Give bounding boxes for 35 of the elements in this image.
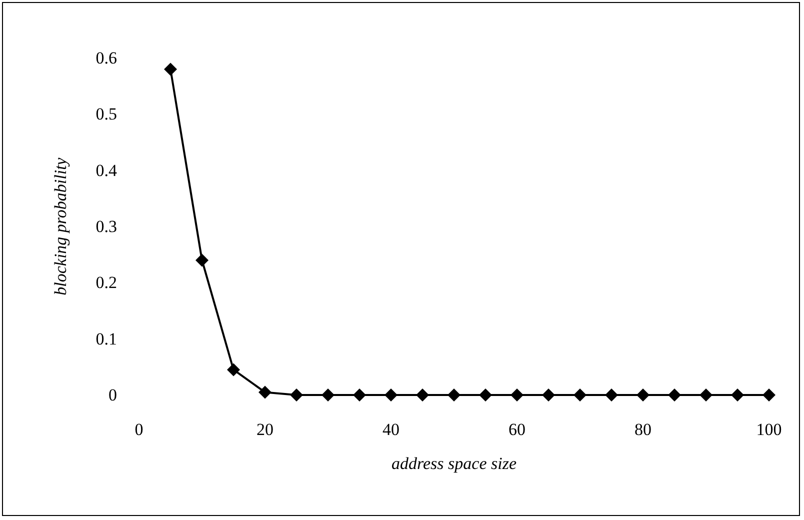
point <box>416 388 429 402</box>
x-tick-label: 40 <box>382 420 400 439</box>
x-tick-label: 80 <box>634 420 652 439</box>
point <box>196 254 208 267</box>
point <box>227 363 240 376</box>
point <box>636 388 650 402</box>
point <box>668 388 681 402</box>
y-tick-label: 0.3 <box>96 217 117 236</box>
x-tick-label: 100 <box>756 420 782 439</box>
point <box>542 388 555 402</box>
y-axis-title: blocking probability <box>51 157 70 296</box>
point <box>731 388 744 402</box>
x-tick-label: 0 <box>134 420 144 439</box>
point <box>322 388 334 402</box>
y-tick-label: 0 <box>108 386 117 404</box>
point <box>353 388 366 402</box>
x-axis-title: address space size <box>392 454 517 473</box>
point <box>574 388 586 402</box>
x-tick-label: 20 <box>256 420 274 439</box>
point <box>290 388 303 402</box>
point <box>762 388 776 402</box>
y-tick-label: 0.6 <box>96 48 117 68</box>
x-tick-label: 60 <box>508 420 526 439</box>
point <box>479 388 492 402</box>
point <box>384 388 398 402</box>
y-tick-label: 0.4 <box>96 160 118 180</box>
point <box>700 388 712 402</box>
point <box>164 62 177 76</box>
y-tick-label: 0.1 <box>96 329 117 348</box>
y-tick-label: 0.5 <box>96 104 117 124</box>
point <box>258 386 272 399</box>
point <box>510 388 524 402</box>
y-tick-label: 0.2 <box>96 273 117 292</box>
point <box>448 388 460 402</box>
point <box>605 388 618 402</box>
